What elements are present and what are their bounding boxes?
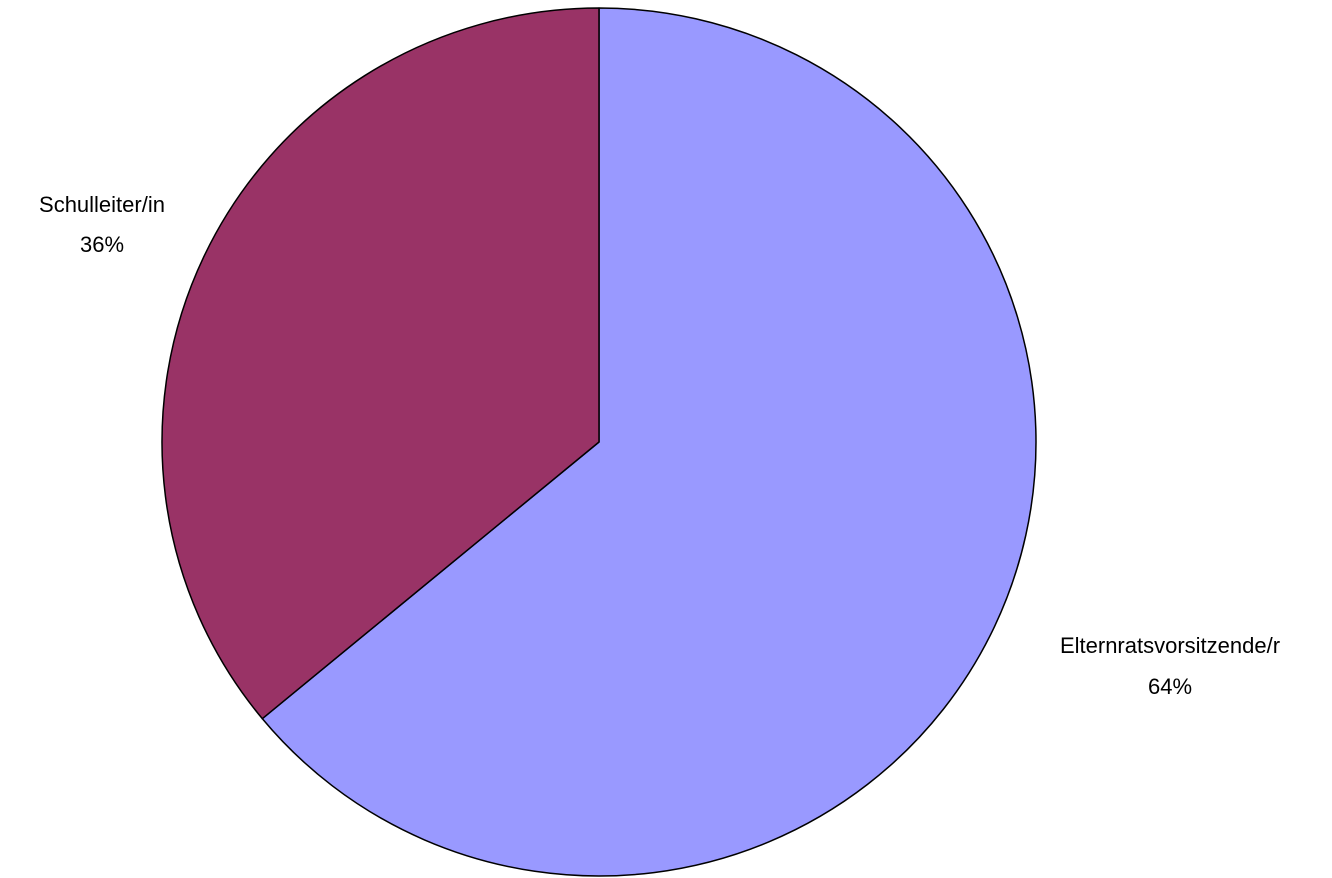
slice-value-schulleiter: 36% bbox=[80, 232, 124, 257]
pie-slices bbox=[161, 7, 1037, 877]
slice-label-group-elternratsvorsitzende: Elternratsvorsitzende/r 64% bbox=[1060, 633, 1280, 699]
slice-label-group-schulleiter: Schulleiter/in 36% bbox=[39, 192, 165, 257]
pie-slice-elternratsvorsitzende-r bbox=[261, 7, 1037, 877]
pie-slice-schulleiter-in bbox=[161, 7, 600, 720]
slice-label-elternratsvorsitzende: Elternratsvorsitzende/r bbox=[1060, 633, 1280, 658]
slice-label-schulleiter: Schulleiter/in bbox=[39, 192, 165, 217]
slice-value-elternratsvorsitzende: 64% bbox=[1148, 674, 1192, 699]
